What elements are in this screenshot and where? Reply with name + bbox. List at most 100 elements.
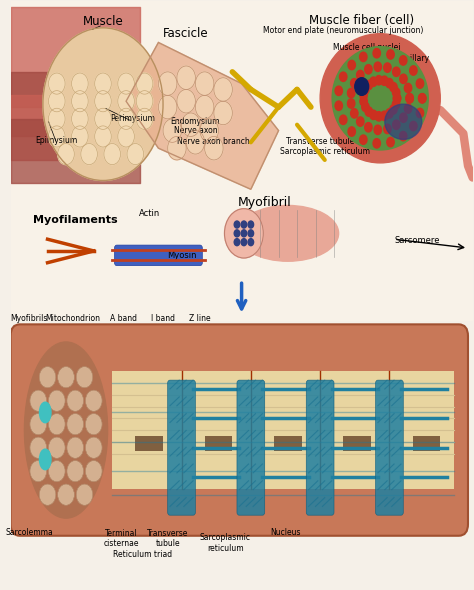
Circle shape bbox=[248, 221, 254, 228]
Circle shape bbox=[205, 136, 223, 160]
Circle shape bbox=[67, 461, 83, 482]
Circle shape bbox=[390, 104, 397, 114]
Ellipse shape bbox=[39, 402, 51, 422]
Circle shape bbox=[30, 461, 46, 482]
FancyBboxPatch shape bbox=[237, 380, 264, 515]
Text: Endomysium: Endomysium bbox=[171, 117, 220, 126]
Circle shape bbox=[365, 80, 373, 90]
Circle shape bbox=[419, 94, 426, 103]
Circle shape bbox=[410, 66, 417, 75]
Circle shape bbox=[351, 109, 358, 118]
Circle shape bbox=[351, 78, 358, 88]
Circle shape bbox=[400, 132, 407, 141]
Circle shape bbox=[48, 91, 65, 112]
Circle shape bbox=[347, 88, 355, 98]
Circle shape bbox=[195, 96, 214, 119]
FancyBboxPatch shape bbox=[205, 436, 232, 451]
Circle shape bbox=[347, 99, 355, 108]
Circle shape bbox=[335, 101, 342, 110]
Circle shape bbox=[168, 136, 186, 160]
Circle shape bbox=[400, 55, 407, 65]
Circle shape bbox=[30, 390, 46, 411]
Circle shape bbox=[48, 126, 65, 147]
Circle shape bbox=[406, 94, 413, 103]
Circle shape bbox=[225, 209, 263, 258]
Circle shape bbox=[95, 108, 111, 129]
Ellipse shape bbox=[332, 47, 428, 150]
FancyBboxPatch shape bbox=[375, 380, 403, 515]
Text: Capillary: Capillary bbox=[395, 54, 429, 63]
Text: Epimysium: Epimysium bbox=[36, 136, 78, 145]
Circle shape bbox=[158, 72, 177, 96]
Circle shape bbox=[392, 88, 400, 97]
Circle shape bbox=[348, 60, 356, 70]
Circle shape bbox=[362, 85, 369, 94]
Text: Mitochondrion: Mitochondrion bbox=[46, 314, 100, 323]
Text: Nerve axon: Nerve axon bbox=[173, 126, 217, 135]
Text: Terminal
cisternae: Terminal cisternae bbox=[104, 529, 139, 548]
Text: Fascicle: Fascicle bbox=[164, 27, 209, 40]
Circle shape bbox=[118, 126, 135, 147]
Circle shape bbox=[373, 139, 381, 148]
Circle shape bbox=[360, 52, 367, 61]
Circle shape bbox=[404, 83, 412, 93]
Circle shape bbox=[85, 414, 102, 435]
Text: Myofibril: Myofibril bbox=[238, 196, 292, 209]
Circle shape bbox=[136, 91, 153, 112]
Circle shape bbox=[416, 79, 424, 88]
Circle shape bbox=[76, 484, 93, 505]
Circle shape bbox=[72, 126, 88, 147]
Circle shape bbox=[416, 108, 424, 117]
Circle shape bbox=[365, 64, 372, 74]
Circle shape bbox=[393, 94, 401, 103]
Circle shape bbox=[58, 484, 74, 505]
Circle shape bbox=[384, 124, 391, 134]
Circle shape bbox=[127, 143, 144, 165]
Text: Z line: Z line bbox=[189, 314, 211, 323]
Ellipse shape bbox=[39, 449, 51, 470]
Circle shape bbox=[419, 94, 426, 103]
Text: Transverse
tubule: Transverse tubule bbox=[147, 529, 188, 548]
Circle shape bbox=[241, 221, 246, 228]
Circle shape bbox=[48, 73, 65, 94]
Text: Actin: Actin bbox=[138, 209, 160, 218]
FancyBboxPatch shape bbox=[10, 1, 473, 277]
FancyBboxPatch shape bbox=[343, 436, 371, 451]
Text: A band: A band bbox=[110, 314, 137, 323]
Circle shape bbox=[67, 390, 83, 411]
Text: Sarcolemma: Sarcolemma bbox=[5, 528, 53, 537]
Circle shape bbox=[241, 238, 246, 245]
Text: Muscle cell nuclei: Muscle cell nuclei bbox=[333, 42, 400, 52]
Ellipse shape bbox=[25, 342, 108, 518]
FancyBboxPatch shape bbox=[10, 322, 473, 589]
Text: Myofibrils: Myofibrils bbox=[10, 314, 48, 323]
Circle shape bbox=[182, 113, 200, 136]
Text: Reticulum triad: Reticulum triad bbox=[113, 550, 172, 559]
Circle shape bbox=[48, 414, 65, 435]
Circle shape bbox=[404, 104, 412, 113]
Polygon shape bbox=[126, 42, 279, 189]
Circle shape bbox=[386, 109, 393, 118]
Circle shape bbox=[392, 67, 400, 77]
Circle shape bbox=[48, 461, 65, 482]
Circle shape bbox=[39, 366, 56, 388]
FancyBboxPatch shape bbox=[115, 245, 202, 266]
Circle shape bbox=[241, 230, 246, 237]
Circle shape bbox=[118, 73, 135, 94]
Circle shape bbox=[373, 48, 381, 58]
FancyBboxPatch shape bbox=[274, 436, 301, 451]
Ellipse shape bbox=[320, 34, 440, 163]
Circle shape bbox=[360, 135, 367, 145]
Circle shape bbox=[186, 130, 205, 154]
Circle shape bbox=[118, 91, 135, 112]
Circle shape bbox=[339, 115, 347, 124]
Circle shape bbox=[200, 119, 219, 142]
Circle shape bbox=[362, 102, 369, 112]
Circle shape bbox=[381, 111, 388, 120]
Circle shape bbox=[136, 73, 153, 94]
Circle shape bbox=[48, 437, 65, 458]
Circle shape bbox=[335, 86, 342, 96]
Circle shape bbox=[339, 72, 347, 81]
Text: Muscle: Muscle bbox=[82, 15, 123, 28]
Circle shape bbox=[95, 126, 111, 147]
